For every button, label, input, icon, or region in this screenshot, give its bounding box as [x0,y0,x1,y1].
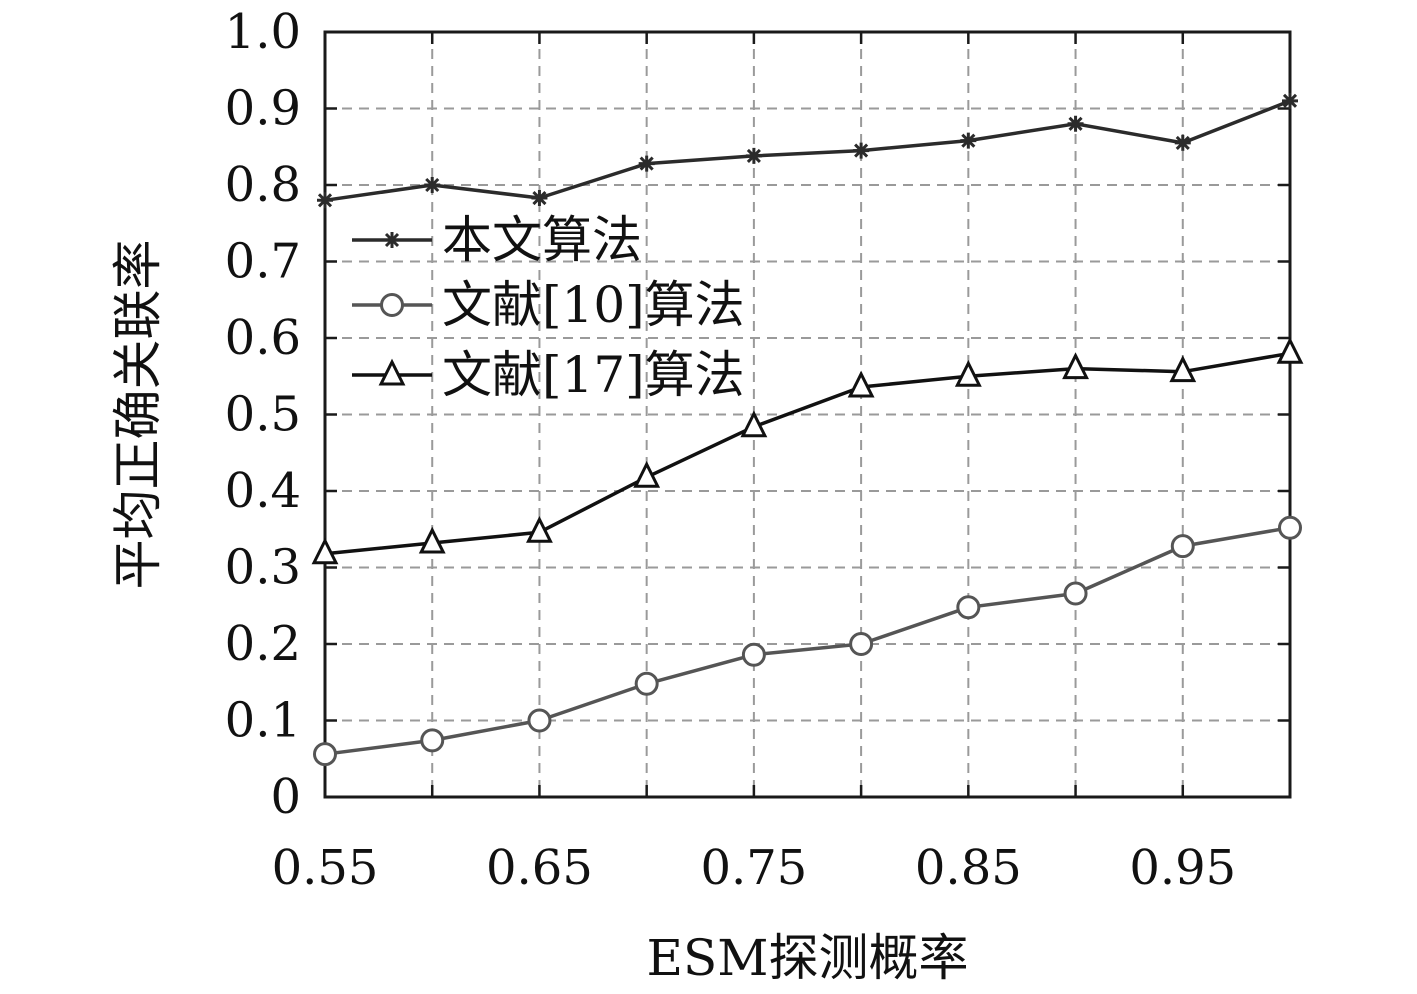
data-point [849,632,874,656]
y-tick-label: 0.5 [225,387,301,443]
x-tick-label: 0.85 [915,840,1022,896]
y-axis-ticks: 0 0.1 0.2 0.3 0.4 0.5 0.6 0.7 0.8 0.9 1.0 [225,4,1290,825]
data-point [847,370,875,398]
data-point [745,147,762,164]
x-tick-label: 0.65 [486,840,593,896]
data-point [960,132,977,149]
y-tick-label: 0.1 [225,693,301,749]
legend-item: 文献[17]算法 [352,346,745,404]
series-line [324,99,1291,203]
legend-label: 文献[10]算法 [442,276,745,334]
data-point [633,460,661,488]
y-tick-label: 0.4 [225,463,301,519]
y-tick-label: 0.8 [225,157,301,213]
y-tick-label: 0.7 [225,234,301,290]
y-tick-label: 0.9 [225,81,301,137]
data-point [853,142,870,159]
series-line [324,351,1291,556]
data-point [1062,352,1089,380]
data-point [956,595,981,620]
data-point [1174,134,1191,151]
series-line [324,525,1291,756]
data-point [1278,515,1302,540]
data-point [740,410,768,438]
legend-marker [378,358,406,386]
x-tick-label: 0.95 [1129,840,1236,896]
grid-lines [325,32,1290,797]
data-point [1169,355,1197,383]
x-axis-label: ESM探测概率 [647,929,969,987]
data-point [1067,115,1084,132]
y-tick-label: 1.0 [225,4,301,60]
legend-marker [380,293,404,317]
legend-item: 本文算法 [352,211,642,269]
data-point [1170,534,1195,559]
data-point [420,728,445,753]
data-point [418,526,446,554]
data-point [527,708,552,733]
legend-label: 本文算法 [442,211,642,269]
y-axis-label: 平均正确关联率 [109,240,167,590]
legend-item: 文献[10]算法 [352,276,745,334]
data-point [741,642,766,667]
data-point [634,671,659,696]
series-2 [313,515,1302,767]
data-point [1063,581,1088,606]
data-point [313,742,337,767]
y-tick-label: 0.6 [225,310,301,366]
data-point [1276,336,1304,364]
legend-marker [384,232,400,248]
data-point [638,155,655,172]
data-point [531,190,548,207]
series-3 [311,336,1304,565]
data-point [954,359,982,387]
data-point [424,177,441,193]
series-group [311,92,1304,767]
data-point [1282,92,1298,109]
data-point [311,537,339,565]
y-tick-label: 0.3 [225,540,301,596]
x-axis-ticks: 0.55 0.65 0.75 0.85 0.95 [272,32,1292,896]
x-tick-label: 0.55 [272,840,379,896]
x-tick-label: 0.75 [700,840,807,896]
y-tick-label: 0 [270,769,301,825]
data-point [526,515,553,543]
legend-label: 文献[17]算法 [442,346,745,404]
series-1 [317,92,1298,209]
data-point [317,192,333,209]
y-tick-label: 0.2 [225,616,301,672]
